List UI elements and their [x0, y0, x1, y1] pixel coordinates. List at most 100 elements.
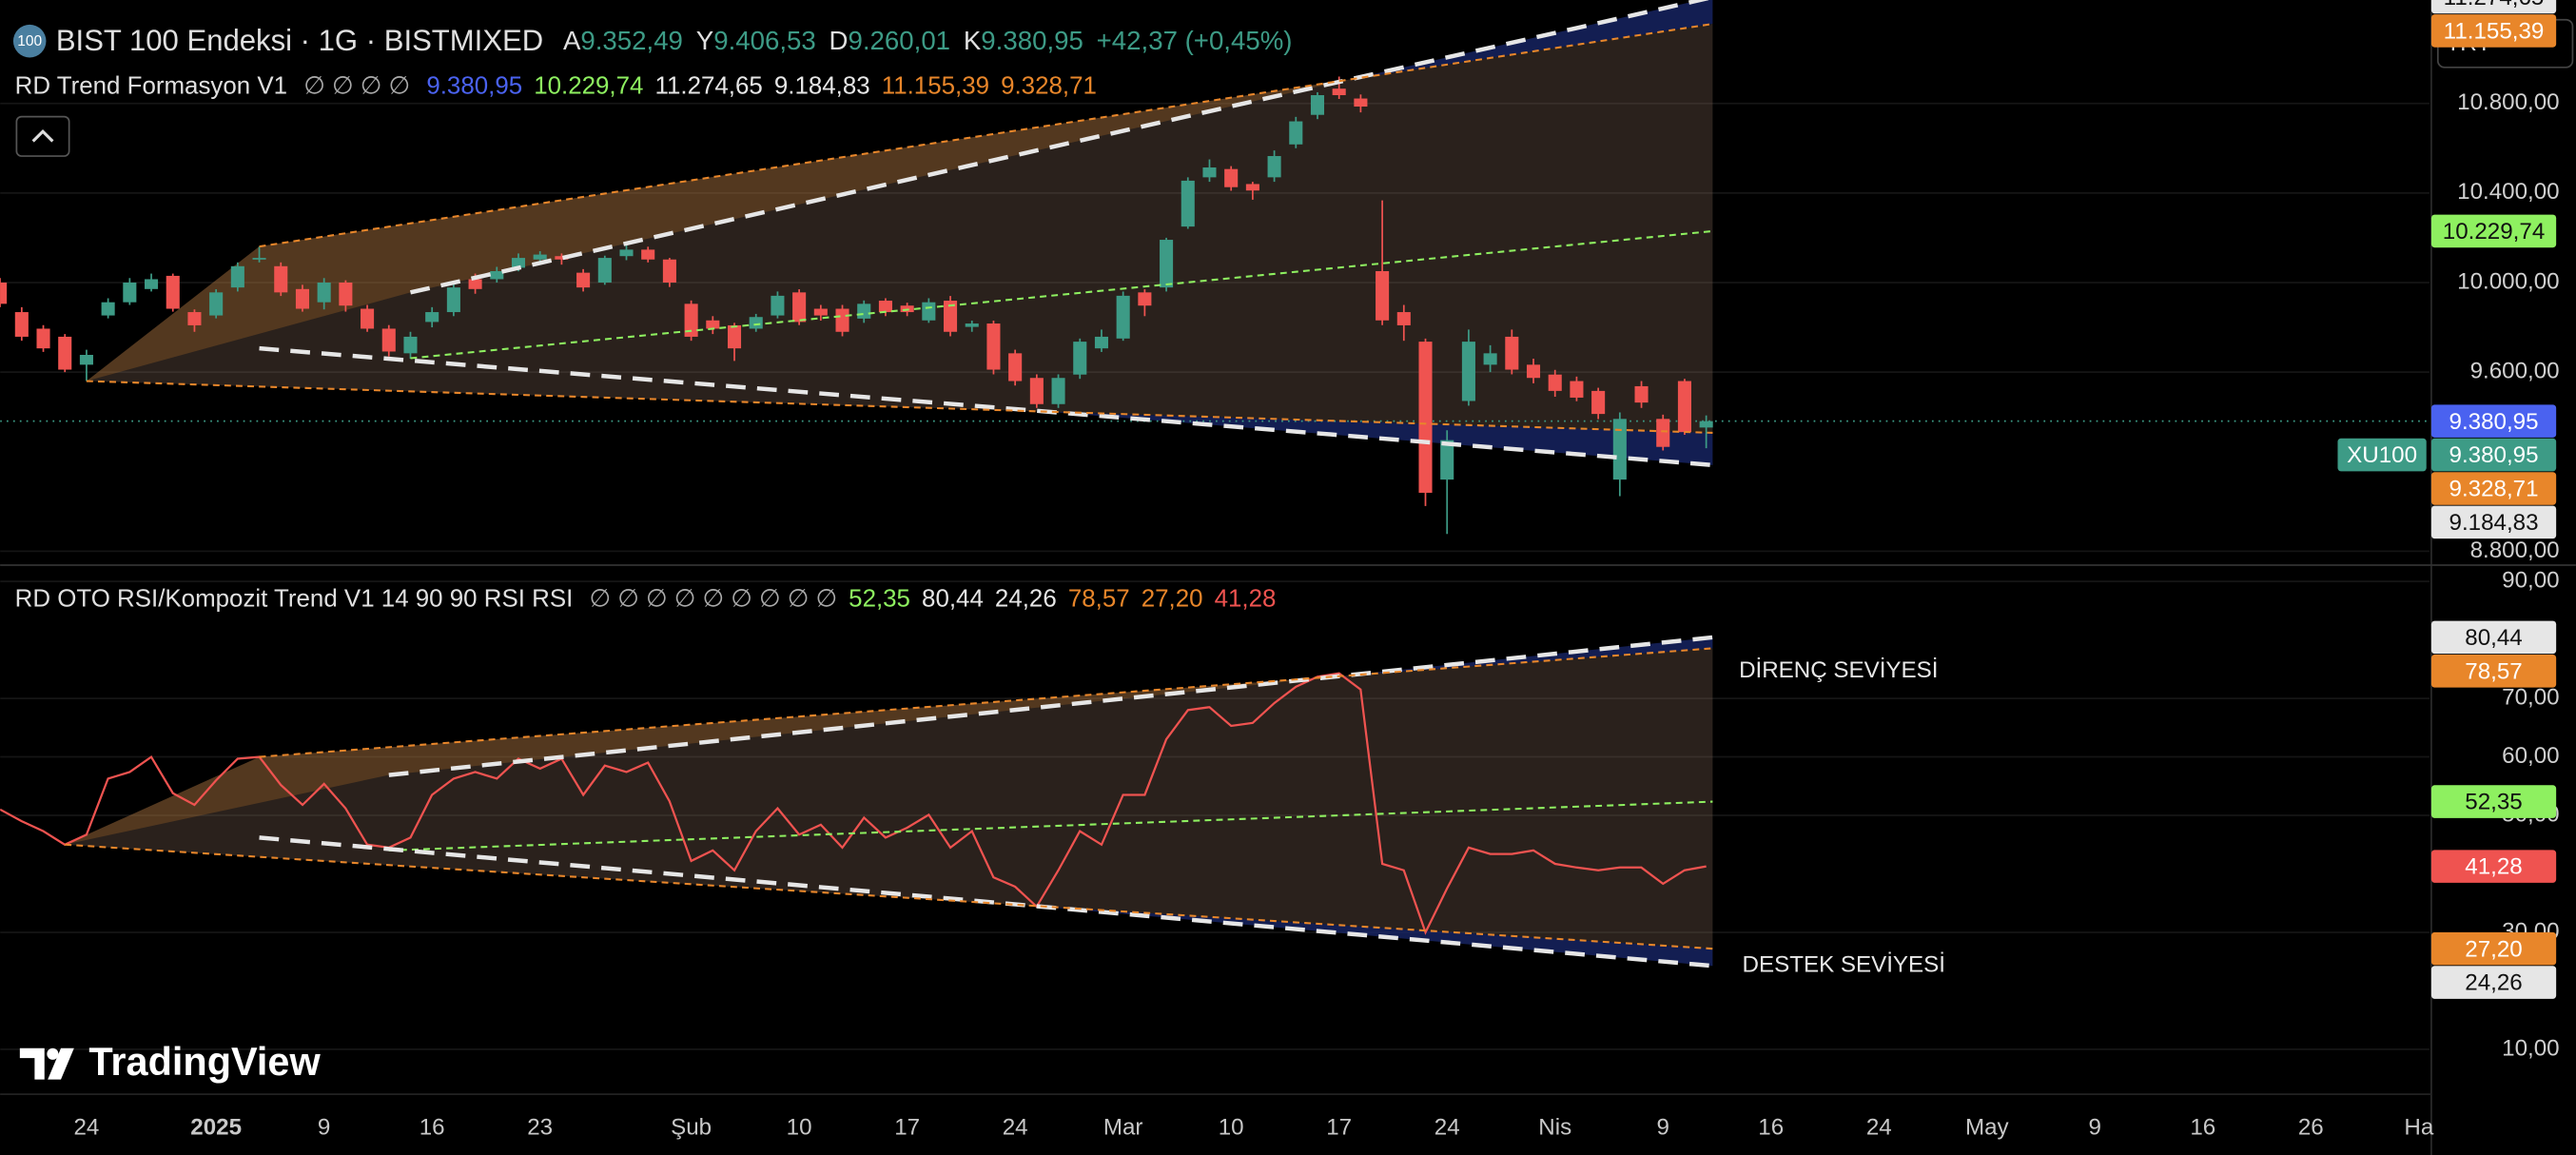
- ohlc-name: K: [964, 26, 982, 55]
- trend-line: [259, 647, 1713, 758]
- legend-value: 10.229,74: [534, 72, 643, 99]
- price-badge-label: 9.328,71: [2449, 477, 2539, 502]
- legend-value: 41,28: [1215, 585, 1277, 612]
- candle-body: [749, 317, 763, 329]
- candle-body: [641, 249, 655, 260]
- x-tick-label: 16: [420, 1115, 445, 1141]
- ohlc-value: 9.380,95: [981, 26, 1083, 55]
- trend-line: [388, 635, 1713, 777]
- price-badge-label: 24,26: [2465, 970, 2522, 996]
- ohlc-name: D: [829, 26, 849, 55]
- price-badge-label: 52,35: [2465, 790, 2522, 815]
- symbol-badge: [2337, 438, 2427, 472]
- candle-body: [0, 282, 8, 304]
- candle-body: [1548, 374, 1562, 391]
- price-badge: [2430, 850, 2557, 883]
- candle-body: [576, 272, 591, 288]
- channel-fill: [1047, 411, 1713, 465]
- price-badge-label: 9.184,83: [2449, 510, 2539, 536]
- legend-value: 80,44: [922, 585, 984, 612]
- x-tick-label: 16: [2190, 1115, 2215, 1141]
- price-badge: [2430, 505, 2557, 539]
- ohlc-value: 9.260,01: [849, 26, 951, 55]
- y-tick-label: 70,00: [2502, 684, 2559, 710]
- candle-body: [101, 302, 115, 316]
- collapse-button[interactable]: [15, 115, 70, 157]
- candle-body: [1440, 440, 1454, 480]
- candle-body: [1202, 167, 1217, 178]
- x-tick-label: 17: [894, 1115, 920, 1141]
- candle-body: [1094, 336, 1109, 349]
- legend-value: 9.184,83: [774, 72, 870, 99]
- price-badge-label: 9.380,95: [2449, 409, 2539, 435]
- ohlc-value: 9.406,53: [713, 26, 816, 55]
- candle-body: [403, 336, 418, 354]
- candle-body: [1073, 342, 1087, 375]
- price-badge: [2430, 655, 2557, 688]
- annotation: DİRENÇ SEVİYESİ: [1739, 657, 1938, 683]
- rsi-pane: [0, 580, 2430, 1050]
- x-tick-label: Mar: [1103, 1115, 1143, 1141]
- legend-value: 9.328,71: [1001, 72, 1097, 99]
- candle-body: [922, 302, 936, 321]
- candle-body: [209, 292, 224, 316]
- candle-body: [1332, 88, 1346, 96]
- indicator-icons: ∅ ∅ ∅ ∅ ∅ ∅ ∅ ∅ ∅: [590, 585, 838, 612]
- candle-body: [230, 265, 244, 288]
- candle-body: [166, 275, 180, 309]
- price-badge-label: 78,57: [2465, 658, 2522, 684]
- candle-body: [295, 288, 309, 309]
- candle-body: [1526, 364, 1541, 379]
- x-tick-label: 10: [787, 1115, 812, 1141]
- price-badge: [2430, 785, 2557, 818]
- candle-body: [123, 282, 137, 303]
- candle-body: [468, 279, 482, 289]
- x-tick-label: 10: [1219, 1115, 1244, 1141]
- candle-body: [1116, 295, 1130, 339]
- x-tick-label: May: [1965, 1115, 2010, 1141]
- legend-value: 9.380,95: [426, 72, 522, 99]
- candle-body: [1029, 378, 1044, 404]
- x-tick-label: 17: [1326, 1115, 1352, 1141]
- trend-line: [259, 23, 1713, 248]
- legend-value: 11.274,65: [655, 72, 763, 99]
- price-badge: [2430, 966, 2557, 999]
- y-tick-label: 10.400,00: [2457, 179, 2559, 205]
- candle-body: [1354, 98, 1368, 108]
- logo-badge: [12, 24, 47, 58]
- brand-logo: [19, 1047, 74, 1080]
- brand: TradingView: [88, 1039, 321, 1084]
- candle-body: [792, 292, 807, 323]
- candle-body: [1245, 184, 1259, 191]
- price-badge: [2430, 0, 2557, 14]
- channel-fill: [1349, 0, 1713, 80]
- price-badge: [2430, 438, 2557, 472]
- channel-fill: [65, 675, 1339, 845]
- x-tick-label: 24: [1434, 1115, 1460, 1141]
- x-tick-label: Şub: [671, 1115, 712, 1141]
- candle-body: [145, 279, 159, 289]
- candle-body: [58, 336, 72, 370]
- candle-body: [1181, 180, 1195, 227]
- price-badge: [2430, 14, 2557, 48]
- channel-fill: [65, 648, 1713, 949]
- candle-body: [1591, 390, 1606, 415]
- price-badge-label: 10.229,74: [2443, 219, 2545, 245]
- candle-body: [187, 312, 202, 325]
- y-tick-label: 10.800,00: [2457, 89, 2559, 115]
- y-tick-label: 8.800,00: [2470, 538, 2560, 563]
- price-badge: [2430, 214, 2557, 248]
- indicator-name: RD OTO RSI/Kompozit Trend V1 14 90 90 RS…: [15, 585, 574, 612]
- legend-value: 78,57: [1068, 585, 1130, 612]
- y-tick-label: 90,00: [2502, 568, 2559, 594]
- logo-text: 100: [17, 33, 42, 49]
- symbol-label: XU100: [2347, 442, 2417, 468]
- price-badge-label: 41,28: [2465, 854, 2522, 880]
- candle-body: [944, 301, 958, 332]
- y-tick-label: 9.600,00: [2470, 359, 2560, 384]
- candle-body: [1634, 385, 1649, 403]
- y-tick-label: 10.000,00: [2457, 268, 2559, 294]
- price-badge-label: 9.380,95: [2449, 442, 2539, 468]
